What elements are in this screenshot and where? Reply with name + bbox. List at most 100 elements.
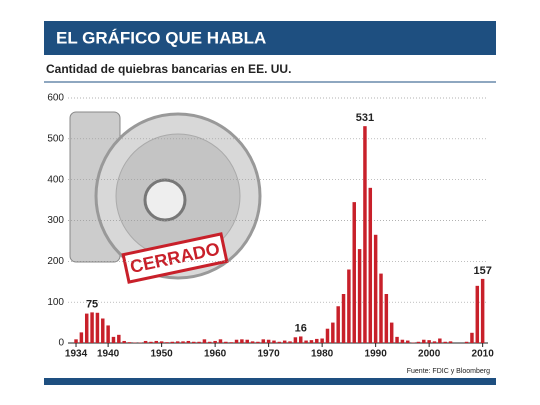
bar <box>272 340 276 343</box>
y-tick-label: 500 <box>47 133 64 144</box>
bar <box>341 294 346 343</box>
y-tick-label: 400 <box>47 174 64 185</box>
bar <box>288 341 292 343</box>
bar <box>389 322 394 343</box>
x-tick-label: 1960 <box>204 349 227 360</box>
bar <box>170 341 175 343</box>
bar <box>325 328 330 343</box>
bar <box>127 342 132 343</box>
bar <box>266 339 271 343</box>
bar <box>240 339 244 343</box>
x-tick-label: 2010 <box>472 349 495 360</box>
bar <box>363 126 367 343</box>
bar <box>74 339 78 343</box>
x-tick-label: 1950 <box>151 349 174 360</box>
bar <box>95 312 100 343</box>
bar <box>438 338 442 343</box>
bar <box>309 340 314 343</box>
bar <box>84 313 89 343</box>
bar <box>213 340 217 343</box>
bar <box>90 312 94 343</box>
bar <box>443 341 447 343</box>
bar <box>149 341 153 343</box>
bar <box>336 306 340 343</box>
y-tick-label: 300 <box>47 215 64 226</box>
x-tick-label: 1970 <box>258 349 281 360</box>
bar <box>143 340 148 343</box>
data-label: 157 <box>473 265 491 277</box>
bar <box>122 340 126 343</box>
bar <box>432 341 437 343</box>
y-tick-label: 0 <box>58 338 64 349</box>
bar <box>379 273 383 343</box>
bar <box>304 340 308 343</box>
y-tick-label: 100 <box>47 297 64 308</box>
chart-title: EL GRÁFICO QUE HABLA <box>56 28 266 47</box>
y-tick-label: 600 <box>47 93 64 104</box>
bar <box>416 341 421 343</box>
bar <box>250 341 255 343</box>
x-tick-label: 1940 <box>97 349 120 360</box>
bar <box>357 249 362 343</box>
source: Fuente: FDIC y Bloomberg <box>407 368 490 375</box>
bar <box>448 341 453 343</box>
bar <box>400 339 405 343</box>
bar <box>475 285 480 343</box>
bar <box>181 341 185 343</box>
bar <box>373 234 378 343</box>
bar <box>208 341 212 343</box>
bar <box>422 339 426 343</box>
bar <box>106 325 110 343</box>
bar <box>315 338 319 343</box>
bar <box>256 341 260 343</box>
bar <box>165 342 169 343</box>
bar <box>347 269 351 343</box>
bar <box>331 322 335 343</box>
x-tick-label: 1934 <box>65 349 88 360</box>
bar <box>368 187 373 343</box>
data-label: 75 <box>86 298 98 310</box>
vault-illustration: CERRADO <box>69 111 262 284</box>
bar <box>202 339 207 343</box>
x-tick-label: 1990 <box>365 349 388 360</box>
bar <box>277 341 282 343</box>
y-tick-label: 200 <box>47 256 64 267</box>
bar <box>299 336 303 343</box>
bar <box>480 278 485 343</box>
bar <box>320 338 324 343</box>
bar <box>395 336 399 343</box>
bar <box>384 294 389 343</box>
bar <box>154 340 159 343</box>
bar <box>352 202 356 343</box>
bar <box>111 336 116 343</box>
chart-subtitle: Cantidad de quiebras bancarias en EE. UU… <box>46 62 291 76</box>
bar <box>406 340 410 343</box>
bar <box>245 339 249 343</box>
bar <box>218 339 223 343</box>
data-label: 16 <box>295 322 307 334</box>
bar <box>159 341 164 343</box>
bar <box>79 332 84 343</box>
header-band <box>44 21 496 55</box>
bar <box>175 341 180 343</box>
bar <box>293 337 298 343</box>
bar <box>427 340 431 343</box>
bar <box>197 341 201 343</box>
bar <box>224 341 228 343</box>
bar <box>191 341 196 343</box>
bar <box>234 339 239 343</box>
data-label: 531 <box>356 112 374 124</box>
bar <box>117 334 121 343</box>
bar <box>282 340 287 343</box>
bar <box>101 318 105 343</box>
bar <box>464 341 469 343</box>
x-tick-label: 2000 <box>418 349 441 360</box>
bar <box>261 339 266 343</box>
x-tick-label: 1980 <box>311 349 334 360</box>
bar <box>229 342 233 343</box>
bar <box>470 332 474 343</box>
footer-band <box>44 378 496 385</box>
bar <box>186 340 191 343</box>
